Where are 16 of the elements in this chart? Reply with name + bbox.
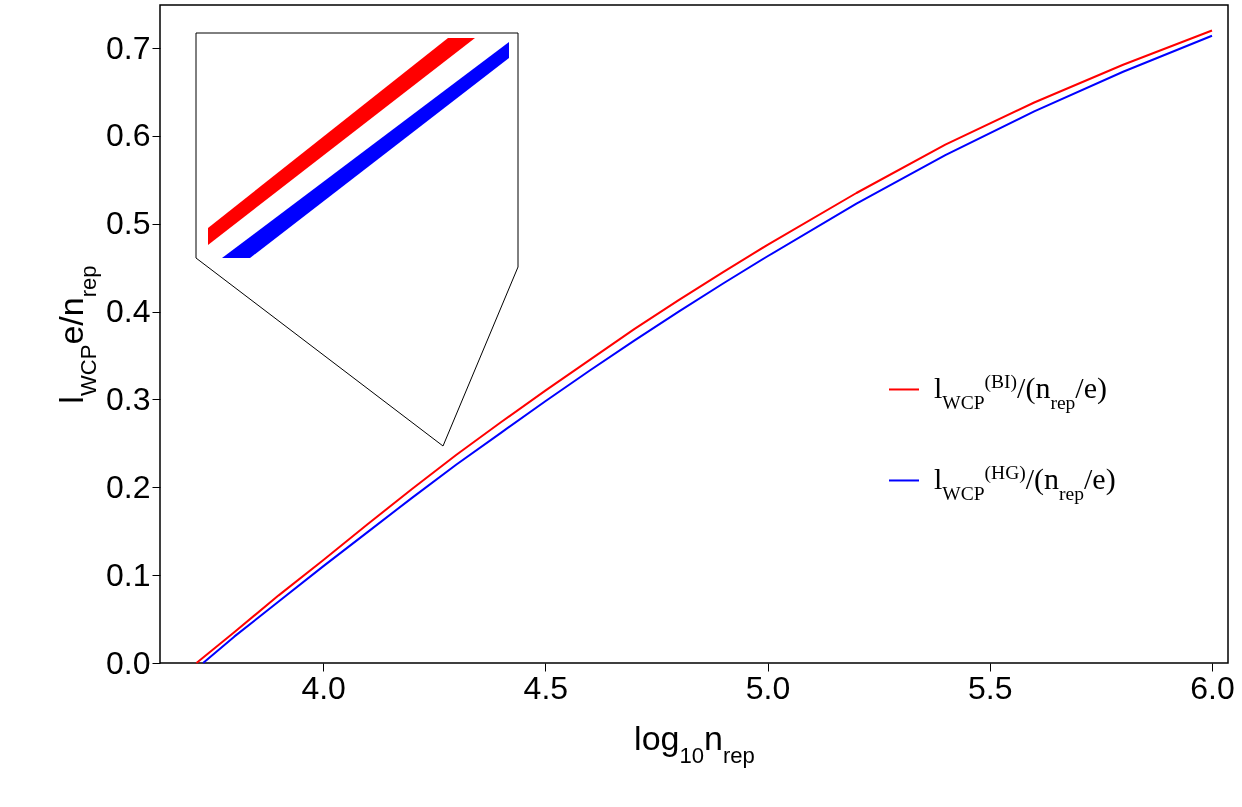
x-tick-label: 4.0 — [301, 669, 346, 706]
y-tick-label: 0.0 — [106, 644, 151, 681]
y-tick-label: 0.2 — [106, 468, 151, 505]
x-tick-label: 4.5 — [523, 669, 569, 706]
y-tick-label: 0.5 — [106, 205, 151, 242]
x-tick-label: 5.0 — [745, 669, 791, 706]
y-tick-label: 0.1 — [106, 556, 151, 593]
y-tick-label: 0.6 — [106, 117, 151, 154]
x-tick-label: 6.0 — [1190, 669, 1235, 706]
x-axis-title: log$_{10}$n$_{rep}$ — [634, 718, 755, 767]
y-tick-label: 0.4 — [106, 293, 151, 330]
legend-label: l$_{WCP}$$^{(HG)}$/(n$_{rep}$/e) — [934, 461, 1116, 504]
legend-label: l$_{WCP}$$^{(BI)}$/(n$_{rep}$/e) — [934, 370, 1107, 413]
y-tick-label: 0.7 — [106, 29, 151, 66]
x-tick-label: 5.5 — [968, 669, 1013, 706]
y-tick-label: 0.3 — [106, 380, 151, 417]
